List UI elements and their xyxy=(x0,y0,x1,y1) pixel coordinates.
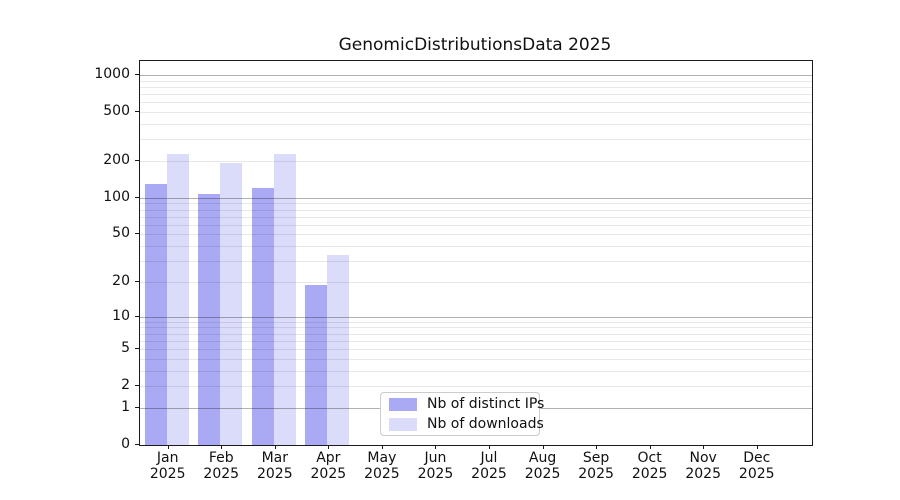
y-gridline-100 xyxy=(140,197,812,199)
legend: Nb of distinct IPs Nb of downloads xyxy=(380,392,544,436)
bar-apr-downloads xyxy=(327,254,350,445)
y-tick-mark-1 xyxy=(135,406,140,408)
x-tick-label-oct: Oct 2025 xyxy=(631,450,668,482)
y-gridline-5 xyxy=(140,349,812,351)
x-tick-label-dec: Dec 2025 xyxy=(738,450,775,482)
chart-title: GenomicDistributionsData 2025 xyxy=(338,35,612,55)
bar-apr-distinct-ips xyxy=(305,284,328,445)
x-tick-label-nov: Nov 2025 xyxy=(685,450,721,482)
x-tick-label-mar: Mar 2025 xyxy=(256,450,293,482)
x-tick-mark-jul xyxy=(489,445,490,449)
y-tick-label-200: 200 xyxy=(103,152,130,168)
y-gridline-10 xyxy=(140,316,812,318)
y-tick-label-0: 0 xyxy=(121,436,130,452)
y-gridline-1000 xyxy=(140,75,812,77)
legend-swatch-downloads xyxy=(389,417,417,431)
x-tick-label-feb: Feb 2025 xyxy=(203,450,240,482)
y-gridline-800 xyxy=(140,86,812,88)
legend-label-distinct-ips: Nb of distinct IPs xyxy=(427,395,545,412)
y-tick-label-100: 100 xyxy=(103,188,130,205)
bar-feb-downloads xyxy=(220,163,243,445)
y-tick-mark-100 xyxy=(135,196,140,198)
plot-area xyxy=(139,60,813,446)
y-tick-mark-1000 xyxy=(135,74,140,76)
x-tick-label-aug: Aug 2025 xyxy=(524,450,561,482)
y-tick-label-500: 500 xyxy=(103,103,130,120)
y-gridline-300 xyxy=(140,139,812,141)
legend-item-downloads: Nb of downloads xyxy=(381,416,544,433)
y-gridline-500 xyxy=(140,112,812,114)
legend-swatch-distinct-ips xyxy=(389,397,417,411)
y-gridline-8 xyxy=(140,327,812,329)
x-tick-mark-feb xyxy=(221,445,223,449)
y-tick-mark-5 xyxy=(135,348,140,350)
x-tick-label-jun: Jun 2025 xyxy=(417,450,454,482)
y-tick-label-2: 2 xyxy=(121,377,130,394)
x-tick-label-jan: Jan 2025 xyxy=(149,450,186,482)
x-tick-mark-may xyxy=(381,445,383,449)
legend-item-distinct-ips: Nb of distinct IPs xyxy=(381,396,544,413)
y-gridline-400 xyxy=(140,124,812,126)
y-tick-mark-0 xyxy=(135,444,140,445)
y-gridline-60 xyxy=(140,224,812,226)
y-gridline-2 xyxy=(140,386,812,388)
y-tick-mark-20 xyxy=(135,280,140,282)
y-gridline-50 xyxy=(140,234,812,236)
y-gridline-40 xyxy=(140,246,812,248)
x-tick-mark-aug xyxy=(542,445,544,449)
y-gridline-90 xyxy=(140,203,812,205)
y-gridline-9 xyxy=(140,321,812,323)
legend-label-downloads: Nb of downloads xyxy=(427,415,544,432)
x-tick-mark-apr xyxy=(328,445,330,449)
y-tick-label-20: 20 xyxy=(112,272,130,289)
y-gridline-30 xyxy=(140,261,812,263)
y-gridline-700 xyxy=(140,94,812,96)
y-gridline-900 xyxy=(140,80,812,82)
x-tick-label-may: May 2025 xyxy=(364,450,400,482)
x-tick-mark-oct xyxy=(649,445,651,449)
y-tick-mark-10 xyxy=(135,315,140,317)
y-gridline-70 xyxy=(140,216,812,218)
bar-mar-distinct-ips xyxy=(251,188,274,445)
y-gridline-4 xyxy=(140,358,812,360)
x-tick-mark-jun xyxy=(435,445,437,449)
bar-jan-downloads xyxy=(166,153,189,445)
y-tick-label-10: 10 xyxy=(112,307,130,324)
x-tick-mark-sep xyxy=(596,445,598,449)
x-tick-label-jul: Jul 2025 xyxy=(471,450,507,482)
y-gridline-3 xyxy=(140,370,812,372)
x-tick-label-sep: Sep 2025 xyxy=(578,450,614,482)
y-gridline-7 xyxy=(140,333,812,335)
x-tick-mark-jan xyxy=(167,445,169,449)
bar-jan-distinct-ips xyxy=(144,183,167,445)
y-tick-mark-200 xyxy=(135,160,140,161)
x-tick-label-apr: Apr 2025 xyxy=(310,450,347,482)
y-gridline-6 xyxy=(140,340,812,342)
y-gridline-600 xyxy=(140,102,812,104)
x-tick-mark-dec xyxy=(756,445,758,449)
bar-mar-downloads xyxy=(273,154,296,445)
y-gridline-20 xyxy=(140,281,812,283)
y-gridline-80 xyxy=(140,209,812,211)
x-tick-mark-mar xyxy=(274,445,276,449)
y-tick-label-5: 5 xyxy=(121,340,130,357)
y-gridline-200 xyxy=(140,161,812,162)
y-tick-mark-2 xyxy=(135,385,140,387)
y-tick-mark-50 xyxy=(135,233,140,235)
y-tick-mark-500 xyxy=(135,111,140,113)
y-tick-label-1000: 1000 xyxy=(94,66,130,83)
x-tick-mark-nov xyxy=(703,445,705,449)
bar-feb-distinct-ips xyxy=(198,193,221,445)
y-tick-label-1: 1 xyxy=(121,398,130,415)
y-tick-label-50: 50 xyxy=(112,225,130,242)
